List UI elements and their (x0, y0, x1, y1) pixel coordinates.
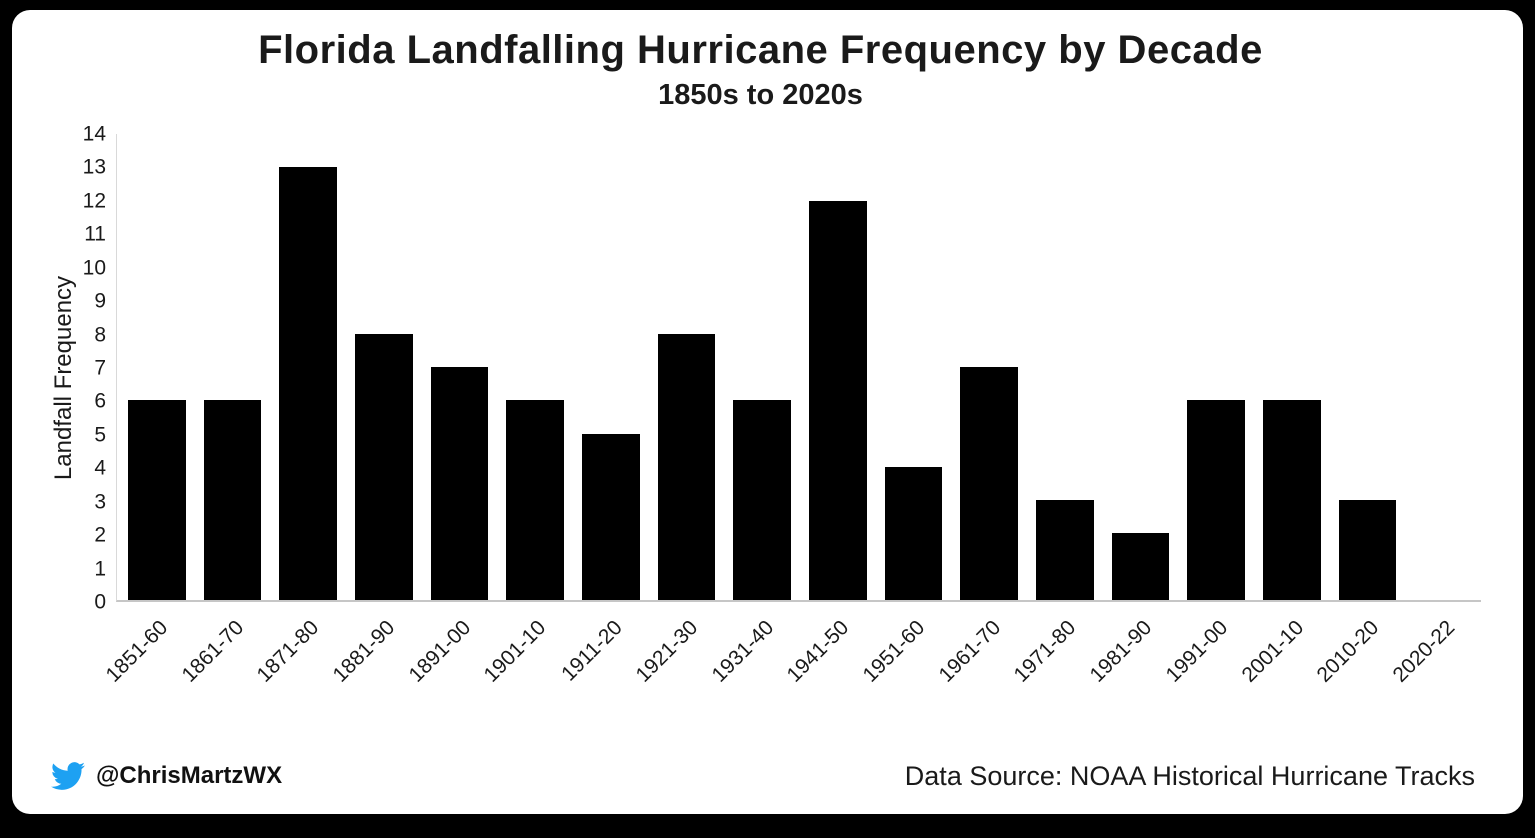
y-tick-label: 9 (94, 289, 106, 313)
bar (1036, 500, 1094, 600)
bar-slot (119, 134, 195, 600)
bar-slot (195, 134, 271, 600)
x-label-slot: 1931-40 (707, 602, 800, 720)
bar (1338, 500, 1397, 600)
chart-panel: Florida Landfalling Hurricane Frequency … (12, 10, 1523, 814)
bar (657, 333, 716, 600)
y-axis-label-column: Landfall Frequency (40, 134, 77, 752)
y-tick-label: 2 (94, 523, 106, 547)
chart-subtitle: 1850s to 2020s (658, 79, 863, 111)
bar-slot (422, 134, 498, 600)
chart-title: Florida Landfalling Hurricane Frequency … (258, 28, 1263, 72)
x-label-slot: 1911-20 (557, 602, 648, 720)
bar-slot (1405, 134, 1481, 600)
y-tick-label: 4 (94, 456, 106, 480)
y-tick-label: 0 (94, 590, 106, 614)
bar (355, 333, 413, 600)
bar-slot (649, 134, 725, 600)
x-label-slot: 1891-00 (404, 602, 497, 720)
bar (1187, 400, 1245, 600)
bar (279, 167, 337, 600)
y-tick-label: 13 (82, 155, 106, 179)
bar (582, 433, 640, 600)
y-tick-label: 3 (94, 490, 106, 514)
chart-body: Landfall Frequency 0 1 2 3 4 5 6 7 8 9 10 11 12 13 14 … (40, 124, 1481, 752)
y-tick-label: 14 (82, 122, 106, 146)
bar-slot (270, 134, 346, 600)
x-label-slot: 1941-50 (783, 602, 875, 720)
twitter-handle: @ChrisMartzWX (96, 762, 283, 789)
y-tick-label: 5 (94, 423, 106, 447)
bar (1111, 533, 1170, 600)
y-tick-label: 12 (82, 189, 106, 213)
bar-slot (1027, 134, 1103, 600)
y-tick-label: 10 (82, 256, 106, 280)
bar-slot (346, 134, 422, 600)
bar-slot (1330, 134, 1406, 600)
x-label-slot: 1881-90 (329, 602, 421, 720)
x-label-slot: 1951-60 (859, 602, 951, 720)
bar (1263, 400, 1321, 600)
x-label-slot: 1861-70 (177, 602, 270, 720)
y-axis-ticks: 0 1 2 3 4 5 6 7 8 9 10 11 12 13 14 (74, 124, 116, 613)
x-label-slot: 1921-30 (631, 602, 724, 720)
data-source-text: Data Source: NOAA Historical Hurricane T… (904, 760, 1475, 791)
x-label-slot: 1991-00 (1161, 602, 1254, 720)
bar (960, 367, 1018, 600)
x-label-slot: 1851-60 (101, 602, 194, 720)
x-tick-label: 1851-60 (101, 616, 173, 687)
y-tick-label: 11 (84, 222, 106, 246)
x-axis-labels: 1851-60 1861-70 1871-80 1881-90 1891-00 1901-… (101, 602, 1481, 720)
bar (430, 367, 489, 600)
bars-container (116, 134, 1481, 602)
bar (506, 400, 564, 600)
y-tick-label: 7 (94, 356, 106, 380)
footer: @ChrisMartzWX Data Source: NOAA Historic… (40, 752, 1481, 808)
y-tick-label: 1 (94, 557, 106, 581)
bar-slot (1254, 134, 1330, 600)
y-tick-label: 6 (94, 389, 106, 413)
bar (203, 400, 262, 600)
x-label-slot: 2001-10 (1237, 602, 1330, 720)
bar (128, 400, 186, 600)
bar (809, 200, 867, 600)
twitter-bird-icon (51, 762, 85, 790)
plot-area: 1851-60 1861-70 1871-80 1881-90 1891-00 1901-… (101, 134, 1481, 752)
twitter-icon (50, 758, 86, 794)
bar-slot (800, 134, 876, 600)
x-label-slot: 1971-80 (1010, 602, 1103, 720)
x-label-slot: 1901-10 (480, 602, 573, 720)
bar-slot (1178, 134, 1254, 600)
x-label-slot: 2020-22 (1389, 602, 1481, 720)
x-label-slot: 1981-90 (1086, 602, 1178, 720)
x-label-slot: 1871-80 (253, 602, 345, 720)
bar-slot (573, 134, 649, 600)
bar (884, 466, 943, 600)
bar-slot (724, 134, 800, 600)
x-label-slot: 1961-70 (934, 602, 1027, 720)
bar-slot (951, 134, 1027, 600)
y-tick-label: 8 (94, 323, 106, 347)
bar-slot (497, 134, 573, 600)
bar-slot (876, 134, 952, 600)
x-label-slot: 2010-20 (1313, 602, 1406, 720)
bar (733, 400, 791, 600)
bar-slot (1103, 134, 1179, 600)
